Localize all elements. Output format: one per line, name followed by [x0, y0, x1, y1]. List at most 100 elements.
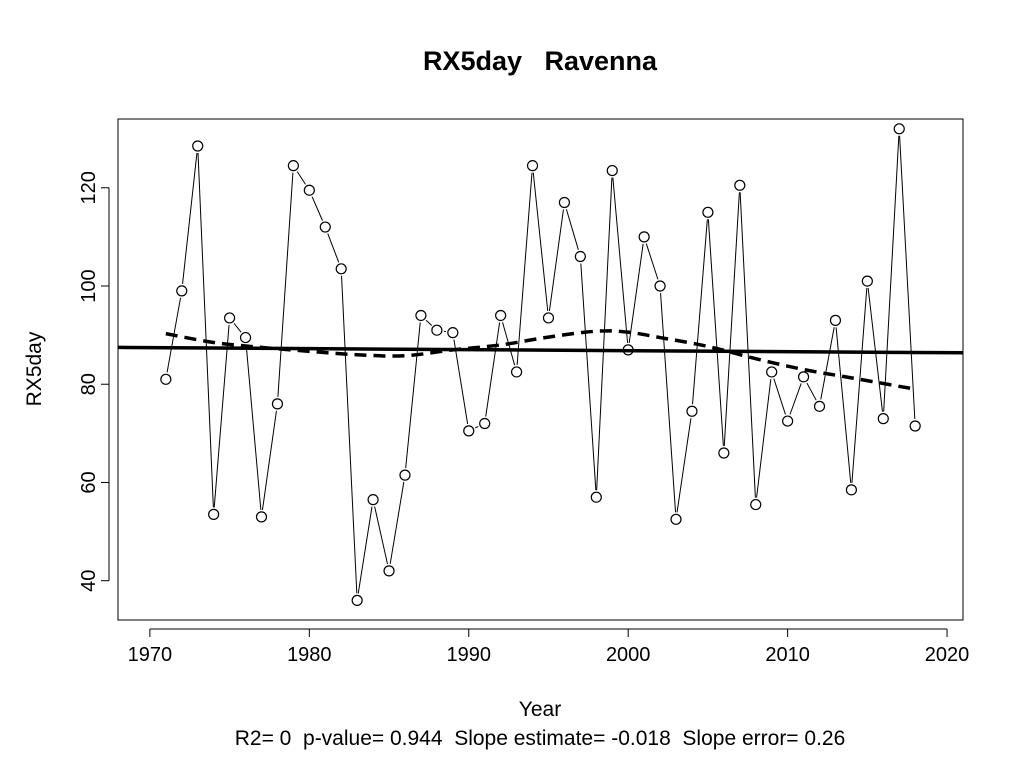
observed-line-segment — [707, 219, 724, 447]
data-point — [686, 405, 698, 417]
y-tick-label: 100 — [78, 269, 100, 302]
data-point — [766, 366, 778, 378]
observed-line-segment — [806, 382, 817, 401]
data-point — [606, 164, 618, 177]
data-point — [287, 160, 299, 172]
x-axis: 1970 1980 1990 2000 2010 2020 — [128, 628, 970, 666]
data-point — [893, 123, 905, 135]
observed-line-segment — [516, 172, 533, 366]
data-point — [782, 415, 794, 427]
data-point — [303, 184, 315, 196]
data-point — [383, 565, 395, 577]
data-point — [399, 469, 411, 481]
data-point — [718, 447, 730, 459]
observed-line-segment — [899, 135, 916, 420]
data-point — [176, 285, 188, 297]
y-axis-title: RX5day — [23, 331, 46, 406]
observed-line-segment — [676, 418, 692, 513]
y-axis: 40 60 80 100 120 — [78, 171, 110, 592]
data-point — [558, 196, 571, 209]
observed-line-segment — [277, 172, 294, 397]
data-point — [192, 140, 204, 152]
observed-line-segment — [213, 324, 230, 508]
data-point — [367, 494, 379, 506]
observed-line-segment — [245, 344, 262, 510]
data-point — [797, 371, 810, 383]
data-point — [239, 331, 252, 344]
data-point — [813, 400, 826, 412]
data-point — [224, 312, 236, 324]
data-point — [750, 498, 762, 511]
observed-line-segment — [389, 481, 405, 565]
observed-line-segment — [820, 327, 835, 400]
data-point — [734, 179, 746, 191]
data-point — [526, 160, 539, 172]
observed-line-segment — [327, 233, 340, 263]
x-tick-label: 2000 — [606, 644, 651, 666]
data-point — [160, 373, 172, 385]
observed-line-segment — [756, 378, 772, 498]
data-point — [654, 280, 666, 292]
data-point — [638, 231, 650, 243]
observed-line-segment — [565, 209, 579, 250]
linear-trend-line — [118, 345, 963, 355]
data-point — [415, 309, 427, 322]
observed-line-segment — [612, 177, 629, 343]
observed-line-segment — [261, 410, 277, 510]
observed-line-segment — [580, 263, 597, 491]
plot-frame — [117, 118, 964, 621]
data-point — [861, 275, 873, 287]
data-point — [479, 417, 491, 430]
observed-line-segment — [789, 383, 802, 415]
data-point — [542, 312, 555, 324]
observed-line-segment — [374, 506, 388, 565]
observed-line-segment — [773, 378, 786, 415]
observed-line-segment — [405, 322, 421, 469]
data-point — [845, 484, 857, 496]
y-tick-label: 40 — [78, 570, 100, 592]
x-tick-label: 1970 — [128, 644, 173, 666]
observed-line-segment — [628, 243, 644, 343]
observed-line-segment — [596, 177, 613, 491]
data-point — [909, 420, 921, 432]
y-tick-label: 60 — [78, 471, 100, 493]
observed-line-segment — [660, 292, 677, 513]
observed-line-segment — [692, 219, 708, 405]
observed-line-segment — [341, 275, 358, 594]
observed-line-segment — [851, 288, 868, 483]
observed-line-segment — [883, 135, 900, 412]
observed-line-segment — [296, 171, 306, 185]
observed-line-segment — [548, 209, 564, 312]
series-layer — [118, 123, 963, 606]
x-tick-label: 1980 — [287, 644, 332, 666]
x-tick-label: 1990 — [447, 644, 492, 666]
observed-line-segment — [739, 192, 756, 498]
data-point — [670, 513, 682, 525]
data-point — [271, 398, 284, 410]
observed-line-segment — [182, 152, 198, 285]
data-point — [463, 425, 475, 437]
data-point — [510, 366, 523, 378]
observed-line-segment — [485, 322, 501, 417]
x-tick-label: 2020 — [925, 644, 970, 666]
observed-line-segment — [311, 196, 323, 221]
y-tick-label: 80 — [78, 373, 100, 395]
data-point — [702, 206, 714, 218]
observed-line-segment — [867, 287, 883, 412]
data-point — [255, 511, 268, 523]
data-point — [319, 221, 331, 233]
observed-line-segment — [197, 152, 214, 508]
observed-line-segment — [645, 243, 659, 280]
observed-line-segment — [453, 339, 469, 425]
observed-line-segment — [357, 506, 373, 594]
data-point — [829, 314, 842, 326]
observed-line-segment — [425, 319, 433, 326]
x-axis-title: Year — [519, 698, 561, 721]
observed-line-segment — [723, 192, 740, 447]
x-tick-label: 2010 — [765, 644, 810, 666]
chart-title: RX5day Ravenna — [423, 46, 658, 76]
observed-series — [160, 123, 921, 606]
data-point — [877, 413, 889, 425]
